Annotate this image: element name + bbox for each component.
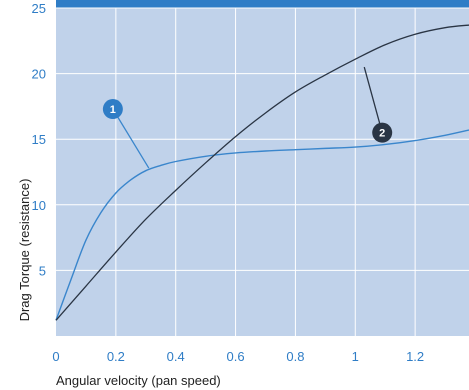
callouts: 12	[102, 66, 393, 169]
y-axis-ticks: 5 10 15 20 25	[32, 1, 46, 278]
callout-leader-1	[112, 108, 150, 169]
callout-leader-2	[363, 66, 383, 133]
x-tick-label: 0	[52, 349, 59, 364]
y-tick-label: 20	[32, 67, 46, 82]
x-axis-label: Angular velocity (pan speed)	[56, 373, 221, 388]
x-tick-label: 0.6	[227, 349, 245, 364]
callout-marker-label: 2	[379, 128, 385, 140]
x-tick-label: 1	[352, 349, 359, 364]
callout-marker-1	[102, 99, 123, 120]
x-tick-label: 0.4	[167, 349, 185, 364]
callout-marker-label: 1	[110, 104, 116, 116]
grid-lines	[56, 7, 469, 336]
x-tick-label: 0.2	[107, 349, 125, 364]
x-tick-label: 0.8	[286, 349, 304, 364]
y-axis-label: Drag Torque (resistance)	[17, 179, 32, 322]
series-lines	[55, 24, 469, 321]
y-tick-label: 10	[32, 198, 46, 213]
callout-marker-2	[372, 122, 393, 143]
x-tick-label: 1.2	[406, 349, 424, 364]
x-axis-ticks: 0 0.2 0.4 0.6 0.8 1 1.2	[52, 349, 424, 364]
series-line-2	[55, 24, 469, 321]
y-tick-label: 5	[39, 263, 46, 278]
y-tick-label: 15	[32, 132, 46, 147]
top-band	[56, 0, 469, 8]
y-tick-label: 25	[32, 1, 46, 16]
series-line-1	[55, 129, 469, 321]
plot-area	[56, 0, 469, 336]
